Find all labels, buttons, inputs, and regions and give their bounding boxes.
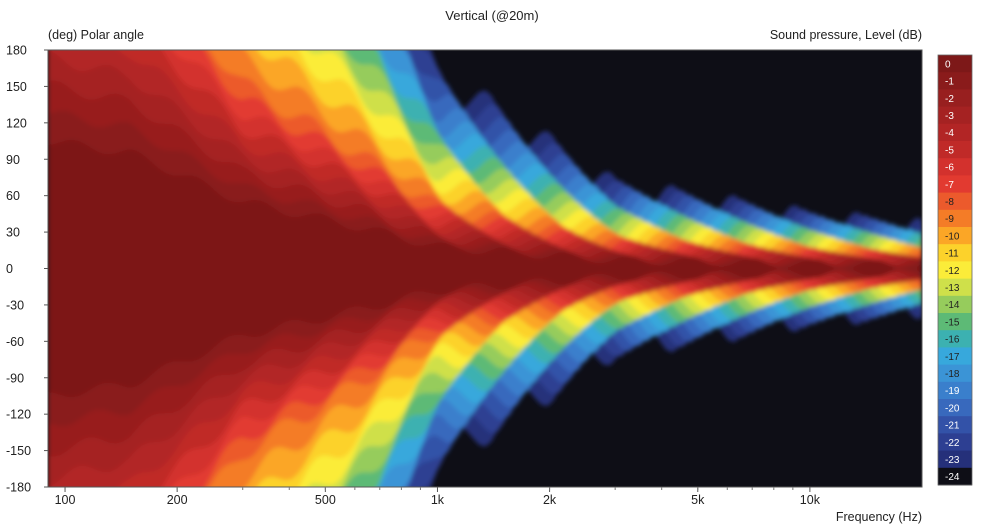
- y-tick-label: 60: [6, 189, 20, 203]
- colorbar-swatch: [938, 106, 972, 125]
- colorbar-level-label: -11: [945, 249, 959, 260]
- colorbar-swatch: [938, 141, 972, 159]
- colorbar-level-label: -3: [945, 111, 954, 122]
- colorbar-swatch: [938, 347, 972, 366]
- colorbar-level-label: -21: [945, 421, 960, 432]
- colorbar-swatch: [938, 278, 972, 297]
- heatmap-contours: [48, 50, 922, 487]
- colorbar-label: Sound pressure, Level (dB): [769, 28, 922, 42]
- x-tick-label: 200: [167, 493, 188, 507]
- colorbar-level-label: 0: [945, 59, 951, 70]
- colorbar-level-label: -24: [945, 472, 960, 483]
- y-tick-label: -150: [6, 444, 31, 458]
- heatmap-plot-area: [48, 50, 922, 487]
- heatmap-level-band: [48, 139, 922, 398]
- colorbar-swatch: [938, 244, 972, 262]
- colorbar-level-label: -20: [945, 403, 960, 414]
- y-axis-ticks: 180 150 120 90 60 30 0 -30 -60 -90 -120 -150 -180: [6, 44, 48, 495]
- colorbar-level-label: -18: [945, 369, 960, 380]
- colorbar-swatch: [938, 416, 972, 434]
- colorbar-swatch: [938, 313, 972, 331]
- colorbar-level-label: -14: [945, 300, 960, 311]
- colorbar-swatch: [938, 89, 972, 108]
- x-tick-label: 1k: [431, 493, 445, 507]
- y-tick-label: 180: [6, 44, 27, 58]
- y-tick-label: -180: [6, 481, 31, 495]
- colorbar-swatch: [938, 450, 972, 469]
- colorbar-level-label: -13: [945, 283, 960, 294]
- colorbar-swatch: [938, 467, 972, 486]
- colorbar-swatch: [938, 209, 972, 228]
- colorbar-level-label: -6: [945, 163, 954, 174]
- colorbar-swatch: [938, 192, 972, 211]
- x-tick-label: 10k: [800, 493, 821, 507]
- colorbar-swatch: [938, 399, 972, 417]
- colorbar-level-label: -10: [945, 231, 960, 242]
- colorbar-swatch: [938, 175, 972, 194]
- colorbar-level-label: -7: [945, 180, 954, 191]
- y-tick-label: 150: [6, 80, 27, 94]
- colorbar-level-label: -8: [945, 197, 954, 208]
- x-axis-label: Frequency (Hz): [835, 510, 922, 524]
- colorbar-swatch: [938, 381, 972, 400]
- colorbar-level-label: -23: [945, 455, 960, 466]
- colorbar-swatch: [938, 158, 972, 176]
- colorbar-swatch: [938, 72, 972, 90]
- colorbar-level-label: -5: [945, 145, 954, 156]
- colorbar: 0 -1 -2 -3 -4 -5 -6 -7 -8 -9 -10 -11 -12 -13 -14 -15 -16…: [937, 54, 973, 486]
- y-tick-label: 0: [6, 262, 13, 276]
- y-tick-label: -90: [6, 371, 24, 385]
- colorbar-level-label: -15: [945, 317, 960, 328]
- x-tick-label: 2k: [543, 493, 557, 507]
- colorbar-swatch: [938, 295, 972, 314]
- colorbar-swatch: [938, 261, 972, 280]
- colorbar-level-label: -22: [945, 438, 960, 449]
- y-axis-label: (deg) Polar angle: [48, 28, 144, 42]
- x-tick-label: 500: [315, 493, 336, 507]
- colorbar-swatch: [938, 227, 972, 245]
- y-tick-label: 90: [6, 153, 20, 167]
- colorbar-level-label: -19: [945, 386, 960, 397]
- colorbar-level-label: -17: [945, 352, 960, 363]
- colorbar-swatch: [938, 55, 972, 73]
- colorbar-level-label: -1: [945, 77, 954, 88]
- colorbar-swatch: [938, 364, 972, 383]
- colorbar-frame: [937, 54, 973, 486]
- x-tick-label: 5k: [691, 493, 705, 507]
- colorbar-level-label: -9: [945, 214, 954, 225]
- colorbar-level-label: -4: [945, 128, 954, 139]
- colorbar-swatch: [938, 330, 972, 348]
- colorbar-level-label: -2: [945, 94, 954, 105]
- colorbar-level-label: -16: [945, 335, 960, 346]
- x-tick-label: 100: [55, 493, 76, 507]
- y-tick-label: -30: [6, 298, 24, 312]
- y-tick-label: -60: [6, 335, 24, 349]
- y-tick-label: -120: [6, 408, 31, 422]
- colorbar-swatch: [938, 433, 972, 452]
- chart-title: Vertical (@20m): [445, 8, 539, 23]
- x-axis-ticks: 100 200 500 1k 2k 5k 10k: [55, 487, 821, 507]
- colorbar-swatch: [938, 123, 972, 142]
- colorbar-level-label: -12: [945, 266, 960, 277]
- y-tick-label: 120: [6, 116, 27, 130]
- y-tick-label: 30: [6, 226, 20, 240]
